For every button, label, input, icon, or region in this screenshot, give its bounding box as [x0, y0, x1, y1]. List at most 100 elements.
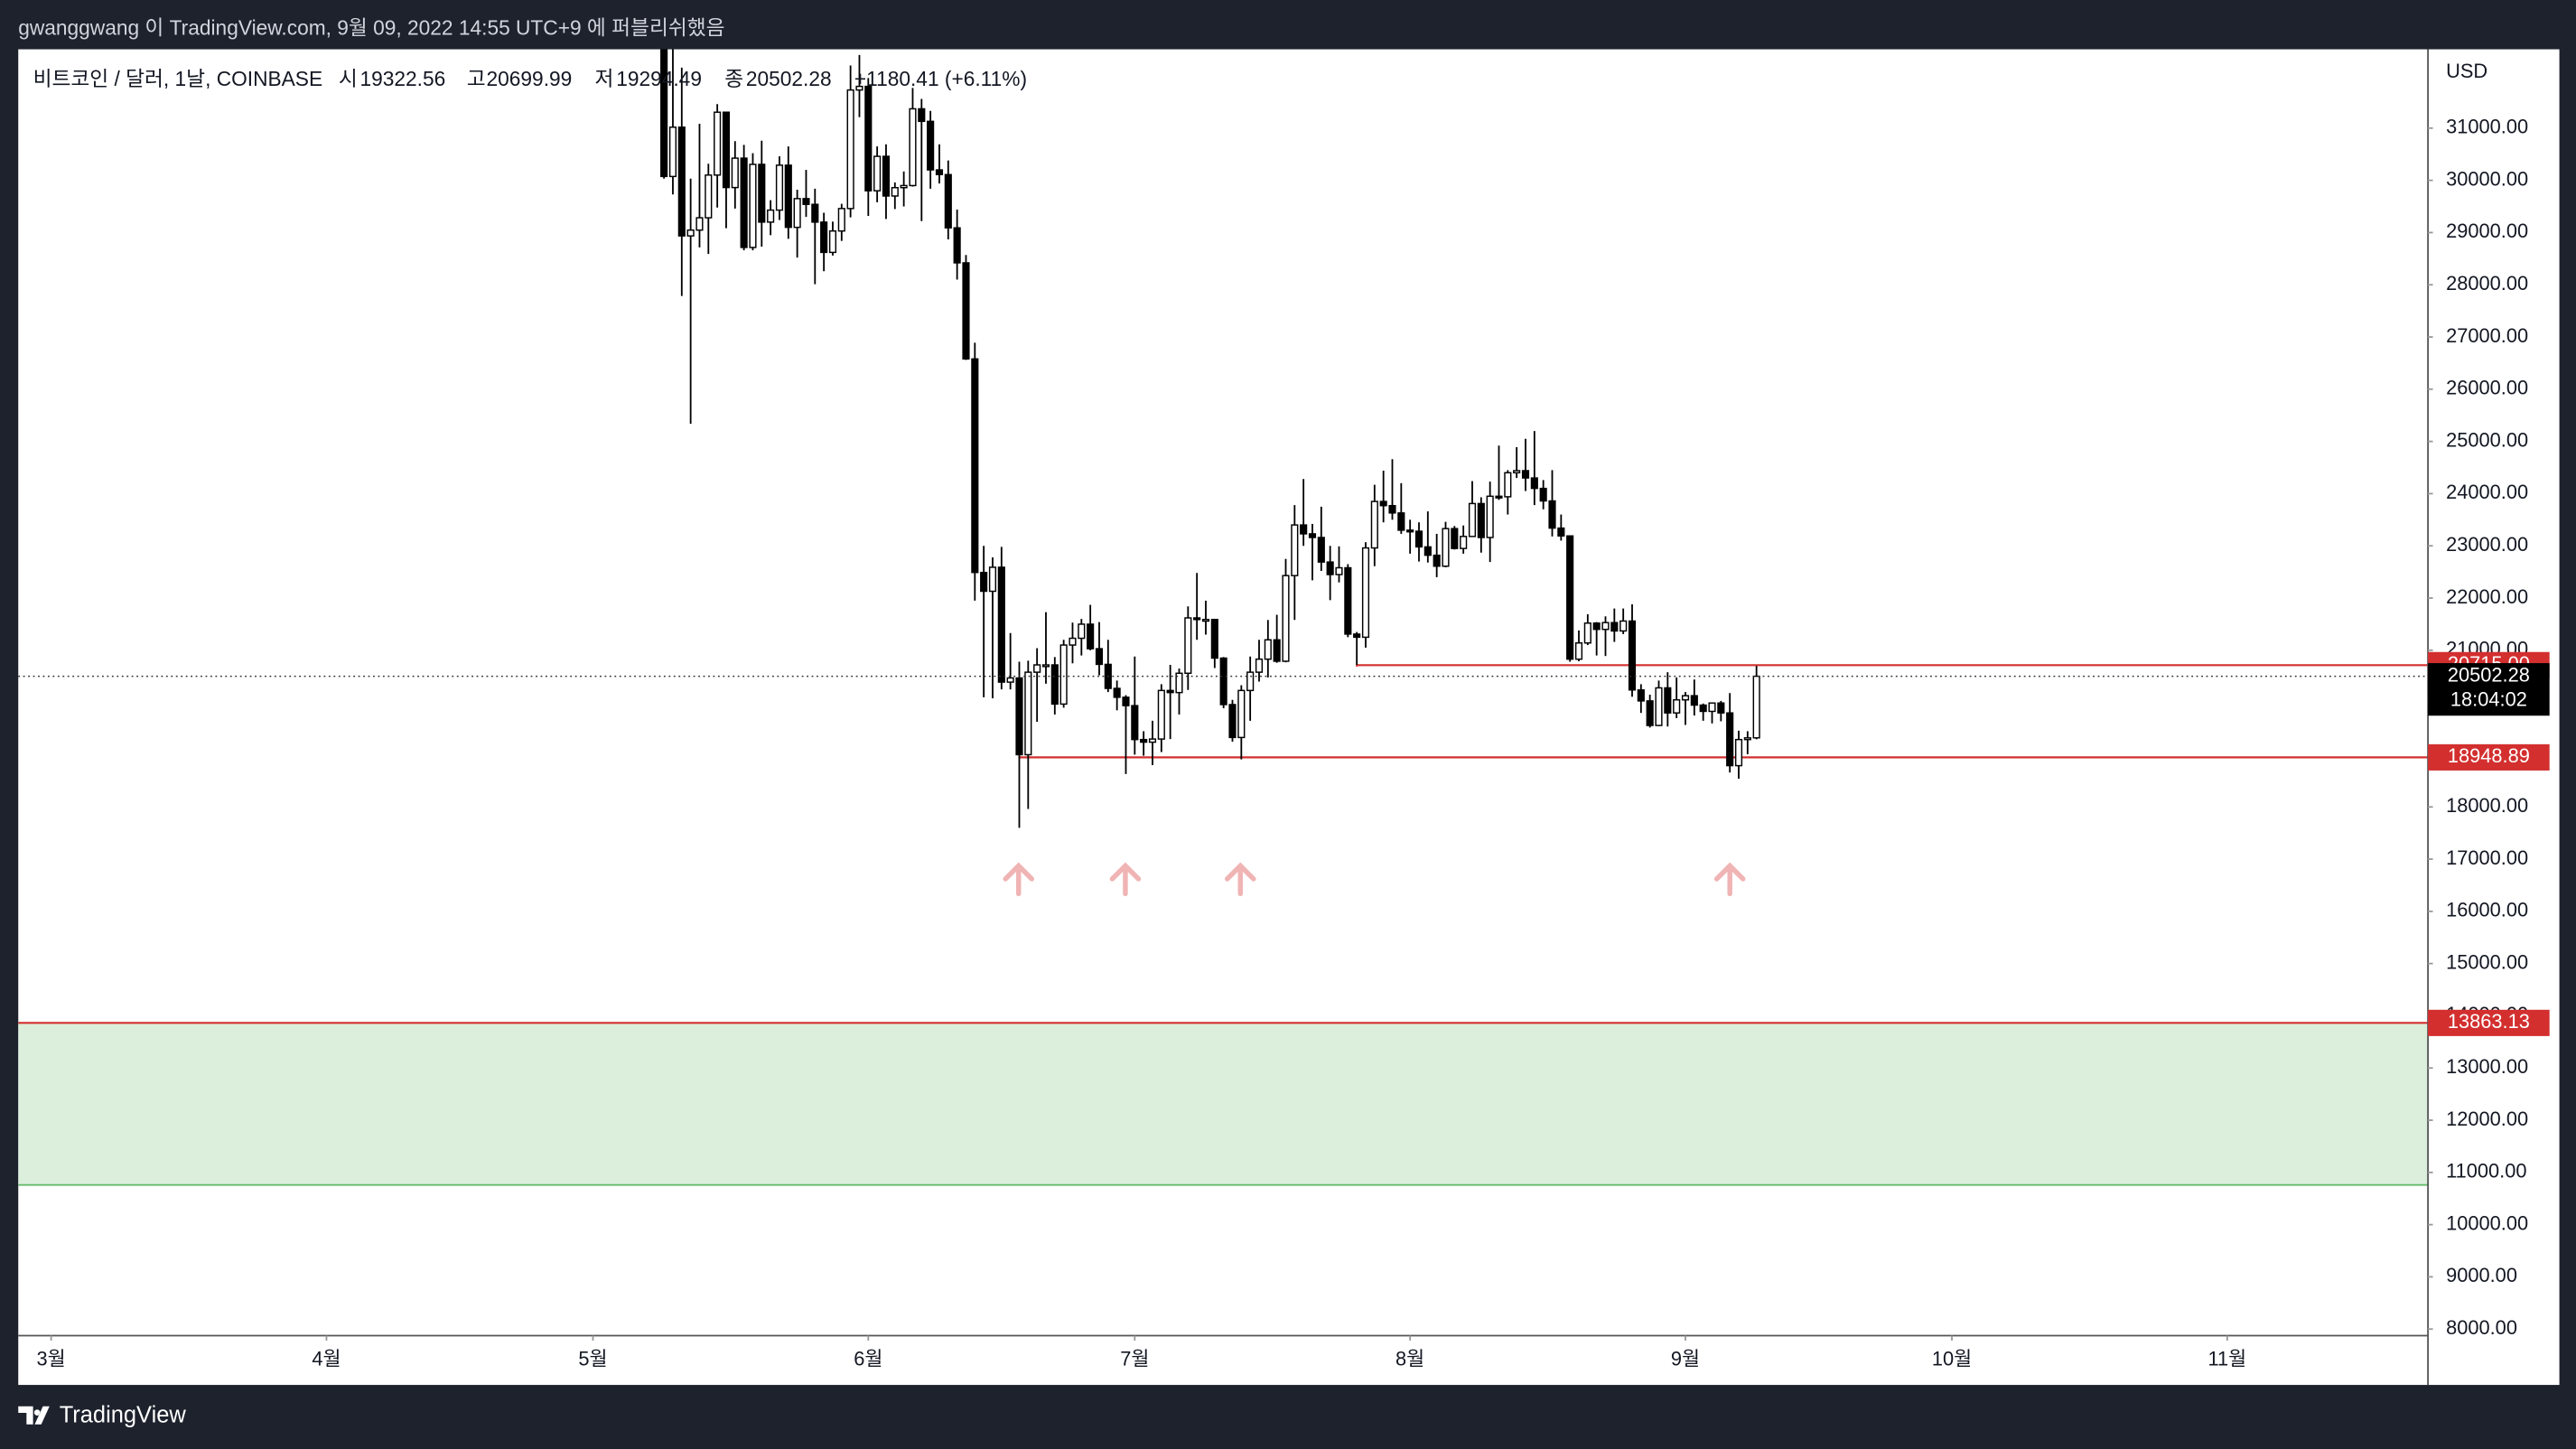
- candle-body: [1246, 671, 1255, 692]
- publish-header: gwanggwang 이 TradingView.com, 9월 09, 202…: [18, 16, 724, 40]
- up-arrow: [1109, 862, 1142, 897]
- price-label: 18948.89: [2448, 744, 2530, 767]
- candle-body: [784, 164, 792, 229]
- support-zone: [18, 1023, 2429, 1185]
- candle-body: [1664, 687, 1672, 714]
- candle-body: [758, 164, 766, 223]
- candle-body: [1610, 622, 1619, 632]
- candle-body: [837, 208, 845, 232]
- candle-body: [1095, 648, 1104, 666]
- ohlc-label: 시: [339, 67, 358, 90]
- logo-text: TradingView: [60, 1402, 187, 1427]
- candle-body: [1335, 566, 1343, 575]
- candle-body: [1255, 658, 1264, 673]
- y-tick-label: 25000.00: [2446, 428, 2528, 451]
- candle-body: [1619, 620, 1628, 632]
- candle-body: [1583, 622, 1591, 644]
- candle-body: [660, 49, 668, 178]
- change: +1180.41 (+6.11%): [854, 67, 1027, 90]
- candle-body: [855, 85, 863, 91]
- candle-body: [1166, 689, 1174, 694]
- candle-body: [677, 126, 686, 237]
- candle-body: [1752, 675, 1760, 739]
- x-tick-label: 3월: [37, 1348, 66, 1370]
- y-tick-label: 17000.00: [2446, 846, 2528, 869]
- candle-body: [1175, 672, 1183, 694]
- candle-body: [740, 157, 748, 248]
- x-tick-label: 11월: [2208, 1348, 2247, 1370]
- candle-body: [1734, 738, 1743, 767]
- candle-body: [900, 184, 908, 189]
- candle-body: [1574, 642, 1583, 660]
- candle-body: [1361, 547, 1370, 639]
- candle-body: [1681, 695, 1690, 701]
- candle-body: [1219, 657, 1227, 706]
- logo[interactable]: TradingView: [18, 1402, 186, 1427]
- candle-body: [1699, 704, 1707, 713]
- candle-body: [1530, 477, 1538, 490]
- price-label: 13863.13: [2448, 1010, 2530, 1033]
- x-tick-label: 8월: [1395, 1348, 1424, 1370]
- candle-body: [1690, 695, 1698, 706]
- candle-body: [749, 164, 757, 248]
- x-tick-label: 5월: [578, 1348, 607, 1370]
- candle-body: [1228, 704, 1237, 739]
- ohlc-value: 20699.99: [487, 67, 573, 90]
- candle-body: [909, 108, 917, 187]
- candle-body: [944, 173, 952, 229]
- up-arrow: [1713, 862, 1746, 897]
- candle-body: [1193, 617, 1201, 621]
- candle-body: [873, 155, 882, 192]
- candle-body: [802, 198, 810, 205]
- candle-body: [1628, 620, 1637, 691]
- price-label-box: [2428, 1009, 2550, 1036]
- up-arrow: [1003, 862, 1035, 897]
- ohlc-label: 종: [724, 67, 743, 90]
- candle-body: [1015, 677, 1023, 756]
- candle-body: [1406, 529, 1414, 533]
- y-tick-label: 31000.00: [2446, 116, 2528, 138]
- candle-body: [1264, 639, 1272, 660]
- x-tick-label: 7월: [1120, 1348, 1149, 1370]
- candle-body: [714, 111, 722, 176]
- y-tick-label: 24000.00: [2446, 481, 2528, 503]
- candle-body: [1460, 536, 1468, 549]
- candle-body: [731, 157, 739, 189]
- candle-body: [1353, 633, 1361, 639]
- candle-body: [980, 571, 988, 593]
- ohlc-label: 고: [467, 67, 486, 90]
- candle-body: [1708, 702, 1716, 713]
- candle-body: [1308, 533, 1317, 538]
- y-tick-label: 28000.00: [2446, 272, 2528, 294]
- candle-body: [1291, 524, 1299, 576]
- y-tick-label: 15000.00: [2446, 950, 2528, 973]
- candle-body: [1423, 546, 1432, 556]
- legend: 비트코인 / 달러, 1날, COINBASE 시 19322.56 고 206…: [33, 67, 1027, 90]
- last-price-label: 20502.28: [2448, 663, 2530, 686]
- candle-body: [1486, 495, 1494, 538]
- candle-body: [1370, 500, 1378, 549]
- axes: 8000.00 9000.00 10000.00 11000.00 12000.00 13…: [37, 116, 2550, 1370]
- y-tick-label: 30000.00: [2446, 167, 2528, 190]
- candle-body: [1282, 575, 1290, 662]
- candle-body: [971, 358, 979, 574]
- candle-body: [1140, 738, 1148, 743]
- candle-body: [1087, 623, 1095, 650]
- y-tick-label: 26000.00: [2446, 377, 2528, 399]
- symbol: 비트코인 / 달러, 1날, COINBASE: [33, 67, 323, 90]
- candle-body: [695, 217, 704, 231]
- candle-body: [1041, 664, 1050, 668]
- ohlc-label: 저: [595, 67, 614, 90]
- y-tick-label: 9000.00: [2446, 1264, 2517, 1286]
- x-tick-label: 10월: [1932, 1348, 1972, 1370]
- candle-body: [1477, 502, 1485, 538]
- y-tick-label: 22000.00: [2446, 585, 2528, 608]
- y-tick-label: 18000.00: [2446, 794, 2528, 817]
- y-tick-label: 12000.00: [2446, 1108, 2528, 1130]
- candle-body: [1433, 554, 1441, 567]
- candle-body: [1637, 689, 1645, 702]
- candle-body: [1539, 487, 1547, 502]
- candle-body: [1566, 535, 1574, 660]
- candle-body: [767, 209, 775, 223]
